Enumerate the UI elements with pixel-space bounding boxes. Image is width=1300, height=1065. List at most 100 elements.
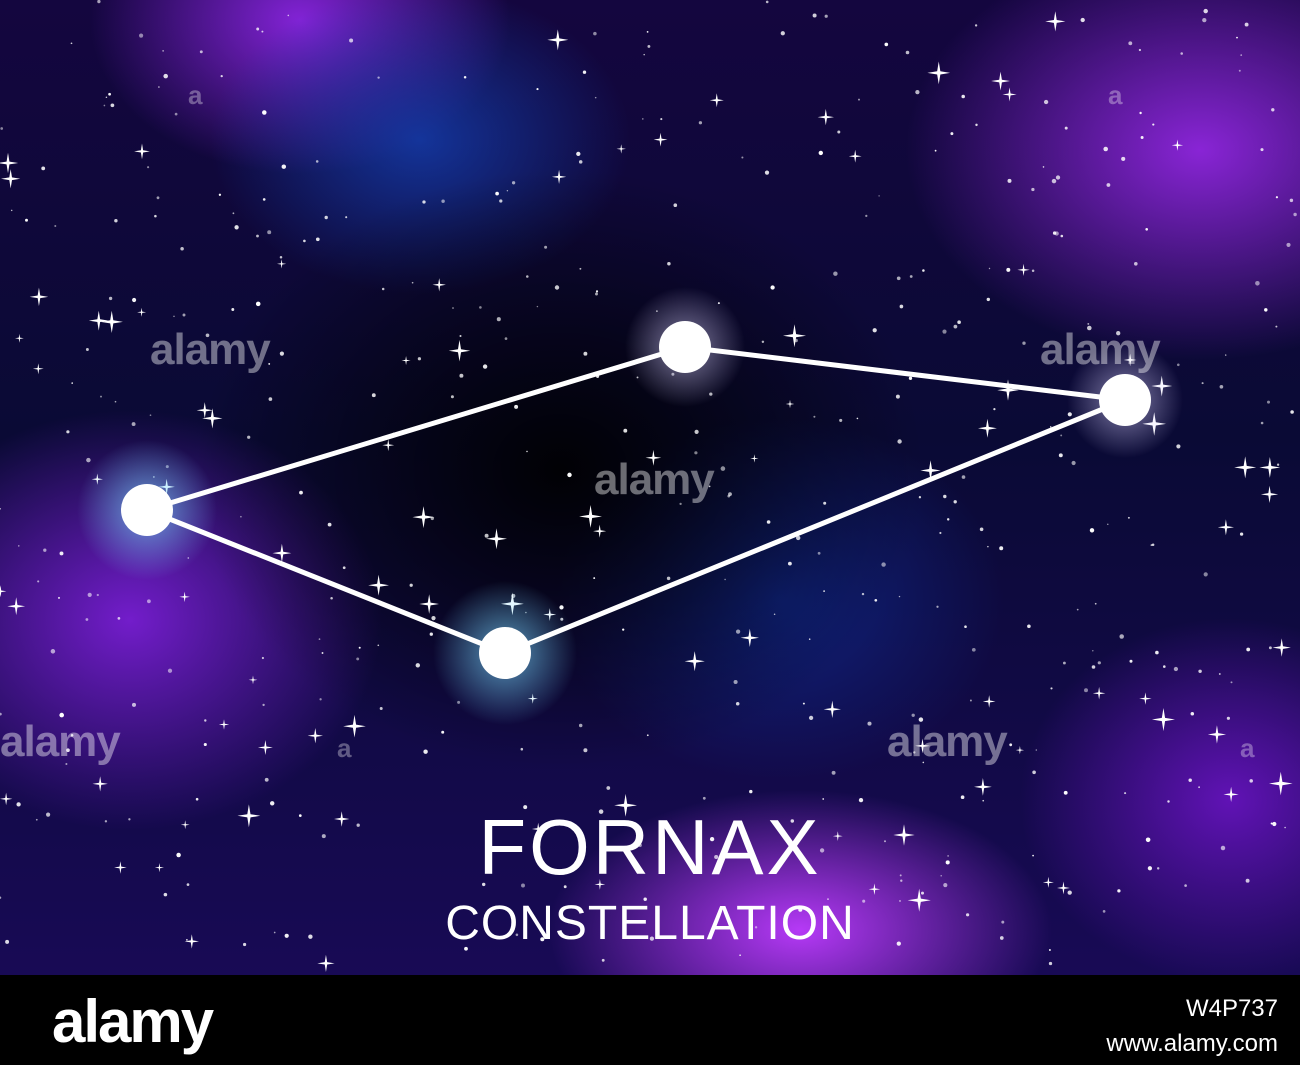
- background-star: [315, 160, 319, 163]
- background-star: [315, 237, 320, 242]
- background-star: [787, 561, 792, 566]
- background-star: [1167, 800, 1170, 803]
- background-star: [643, 53, 645, 56]
- background-star: [50, 649, 56, 654]
- background-star: [441, 730, 445, 734]
- sparkle-star: [0, 792, 13, 806]
- background-star: [526, 275, 529, 278]
- background-star: [54, 224, 57, 228]
- background-star: [582, 70, 587, 74]
- background-star: [790, 819, 795, 823]
- background-star: [735, 629, 741, 634]
- watermark-text: alamy: [594, 455, 715, 504]
- watermark-mark: a: [1108, 80, 1123, 110]
- background-star: [1225, 354, 1227, 356]
- background-star: [827, 898, 829, 900]
- background-star: [940, 874, 942, 877]
- background-star: [818, 150, 823, 156]
- background-star: [234, 225, 239, 230]
- background-star: [741, 156, 744, 159]
- background-star: [881, 562, 886, 567]
- background-star: [1022, 341, 1026, 345]
- background-star: [1062, 661, 1066, 665]
- sparkle-star: [593, 524, 607, 538]
- background-star: [195, 797, 199, 801]
- background-star: [813, 415, 816, 418]
- sparkle-star: [616, 144, 626, 154]
- background-star: [812, 13, 817, 18]
- background-star: [240, 515, 242, 518]
- constellation-lines: [144, 344, 1128, 656]
- sparkle-star: [684, 651, 705, 672]
- background-star: [900, 879, 903, 882]
- background-star: [563, 885, 567, 889]
- background-star: [203, 742, 207, 747]
- background-star: [43, 548, 47, 552]
- sparkle-star: [368, 574, 389, 596]
- background-star: [308, 934, 313, 939]
- background-star: [103, 104, 106, 107]
- background-star: [993, 408, 996, 411]
- background-star: [957, 320, 961, 324]
- background-star: [858, 98, 860, 101]
- background-star: [132, 297, 137, 303]
- constellation-star-1: [121, 484, 173, 536]
- sparkle-star: [1045, 11, 1066, 32]
- background-star: [822, 798, 825, 800]
- background-star: [86, 457, 91, 463]
- background-star: [1058, 453, 1063, 458]
- background-star: [1145, 228, 1148, 231]
- background-star: [593, 31, 597, 36]
- image-site: www.alamy.com: [1106, 1029, 1278, 1057]
- watermark-mark: a: [188, 80, 203, 110]
- background-star: [749, 789, 753, 794]
- background-star: [623, 428, 628, 433]
- background-star: [1067, 890, 1072, 895]
- constellation-star-4: [479, 627, 531, 679]
- background-star: [583, 748, 588, 753]
- background-star: [943, 883, 948, 888]
- sparkle-star: [0, 585, 7, 598]
- background-star: [1092, 650, 1094, 652]
- sparkle-star: [1139, 692, 1152, 705]
- background-star: [231, 308, 235, 311]
- background-star: [646, 734, 649, 737]
- background-star: [526, 450, 528, 453]
- sparkle-star: [277, 259, 287, 269]
- background-star: [1152, 123, 1155, 126]
- background-star: [909, 275, 913, 278]
- background-star: [459, 334, 462, 338]
- background-star: [1155, 650, 1159, 655]
- background-star: [872, 328, 877, 333]
- sparkle-star: [401, 356, 411, 366]
- watermark-text: alamy: [887, 717, 1008, 766]
- background-star: [174, 112, 178, 116]
- background-star: [303, 239, 306, 243]
- sparkle-star: [448, 339, 471, 362]
- background-star: [1284, 826, 1286, 829]
- background-star: [942, 329, 947, 334]
- background-star: [971, 647, 976, 652]
- background-star: [896, 941, 901, 946]
- background-star: [318, 638, 321, 640]
- background-star: [1150, 544, 1153, 547]
- background-star: [898, 595, 901, 598]
- background-star: [988, 267, 991, 270]
- sparkle-star: [134, 143, 150, 160]
- background-star: [884, 840, 886, 843]
- sparkle-star: [1217, 519, 1234, 536]
- background-star: [598, 809, 604, 814]
- star-field: [0, 0, 1297, 972]
- background-star: [593, 577, 596, 580]
- background-star: [918, 496, 922, 499]
- background-star: [1103, 146, 1108, 152]
- background-star: [441, 199, 445, 203]
- background-star: [1089, 528, 1095, 533]
- background-star: [167, 668, 173, 673]
- background-star: [321, 834, 326, 839]
- background-star: [878, 195, 880, 197]
- background-star: [65, 762, 68, 766]
- background-star: [982, 799, 985, 802]
- background-star: [523, 805, 528, 810]
